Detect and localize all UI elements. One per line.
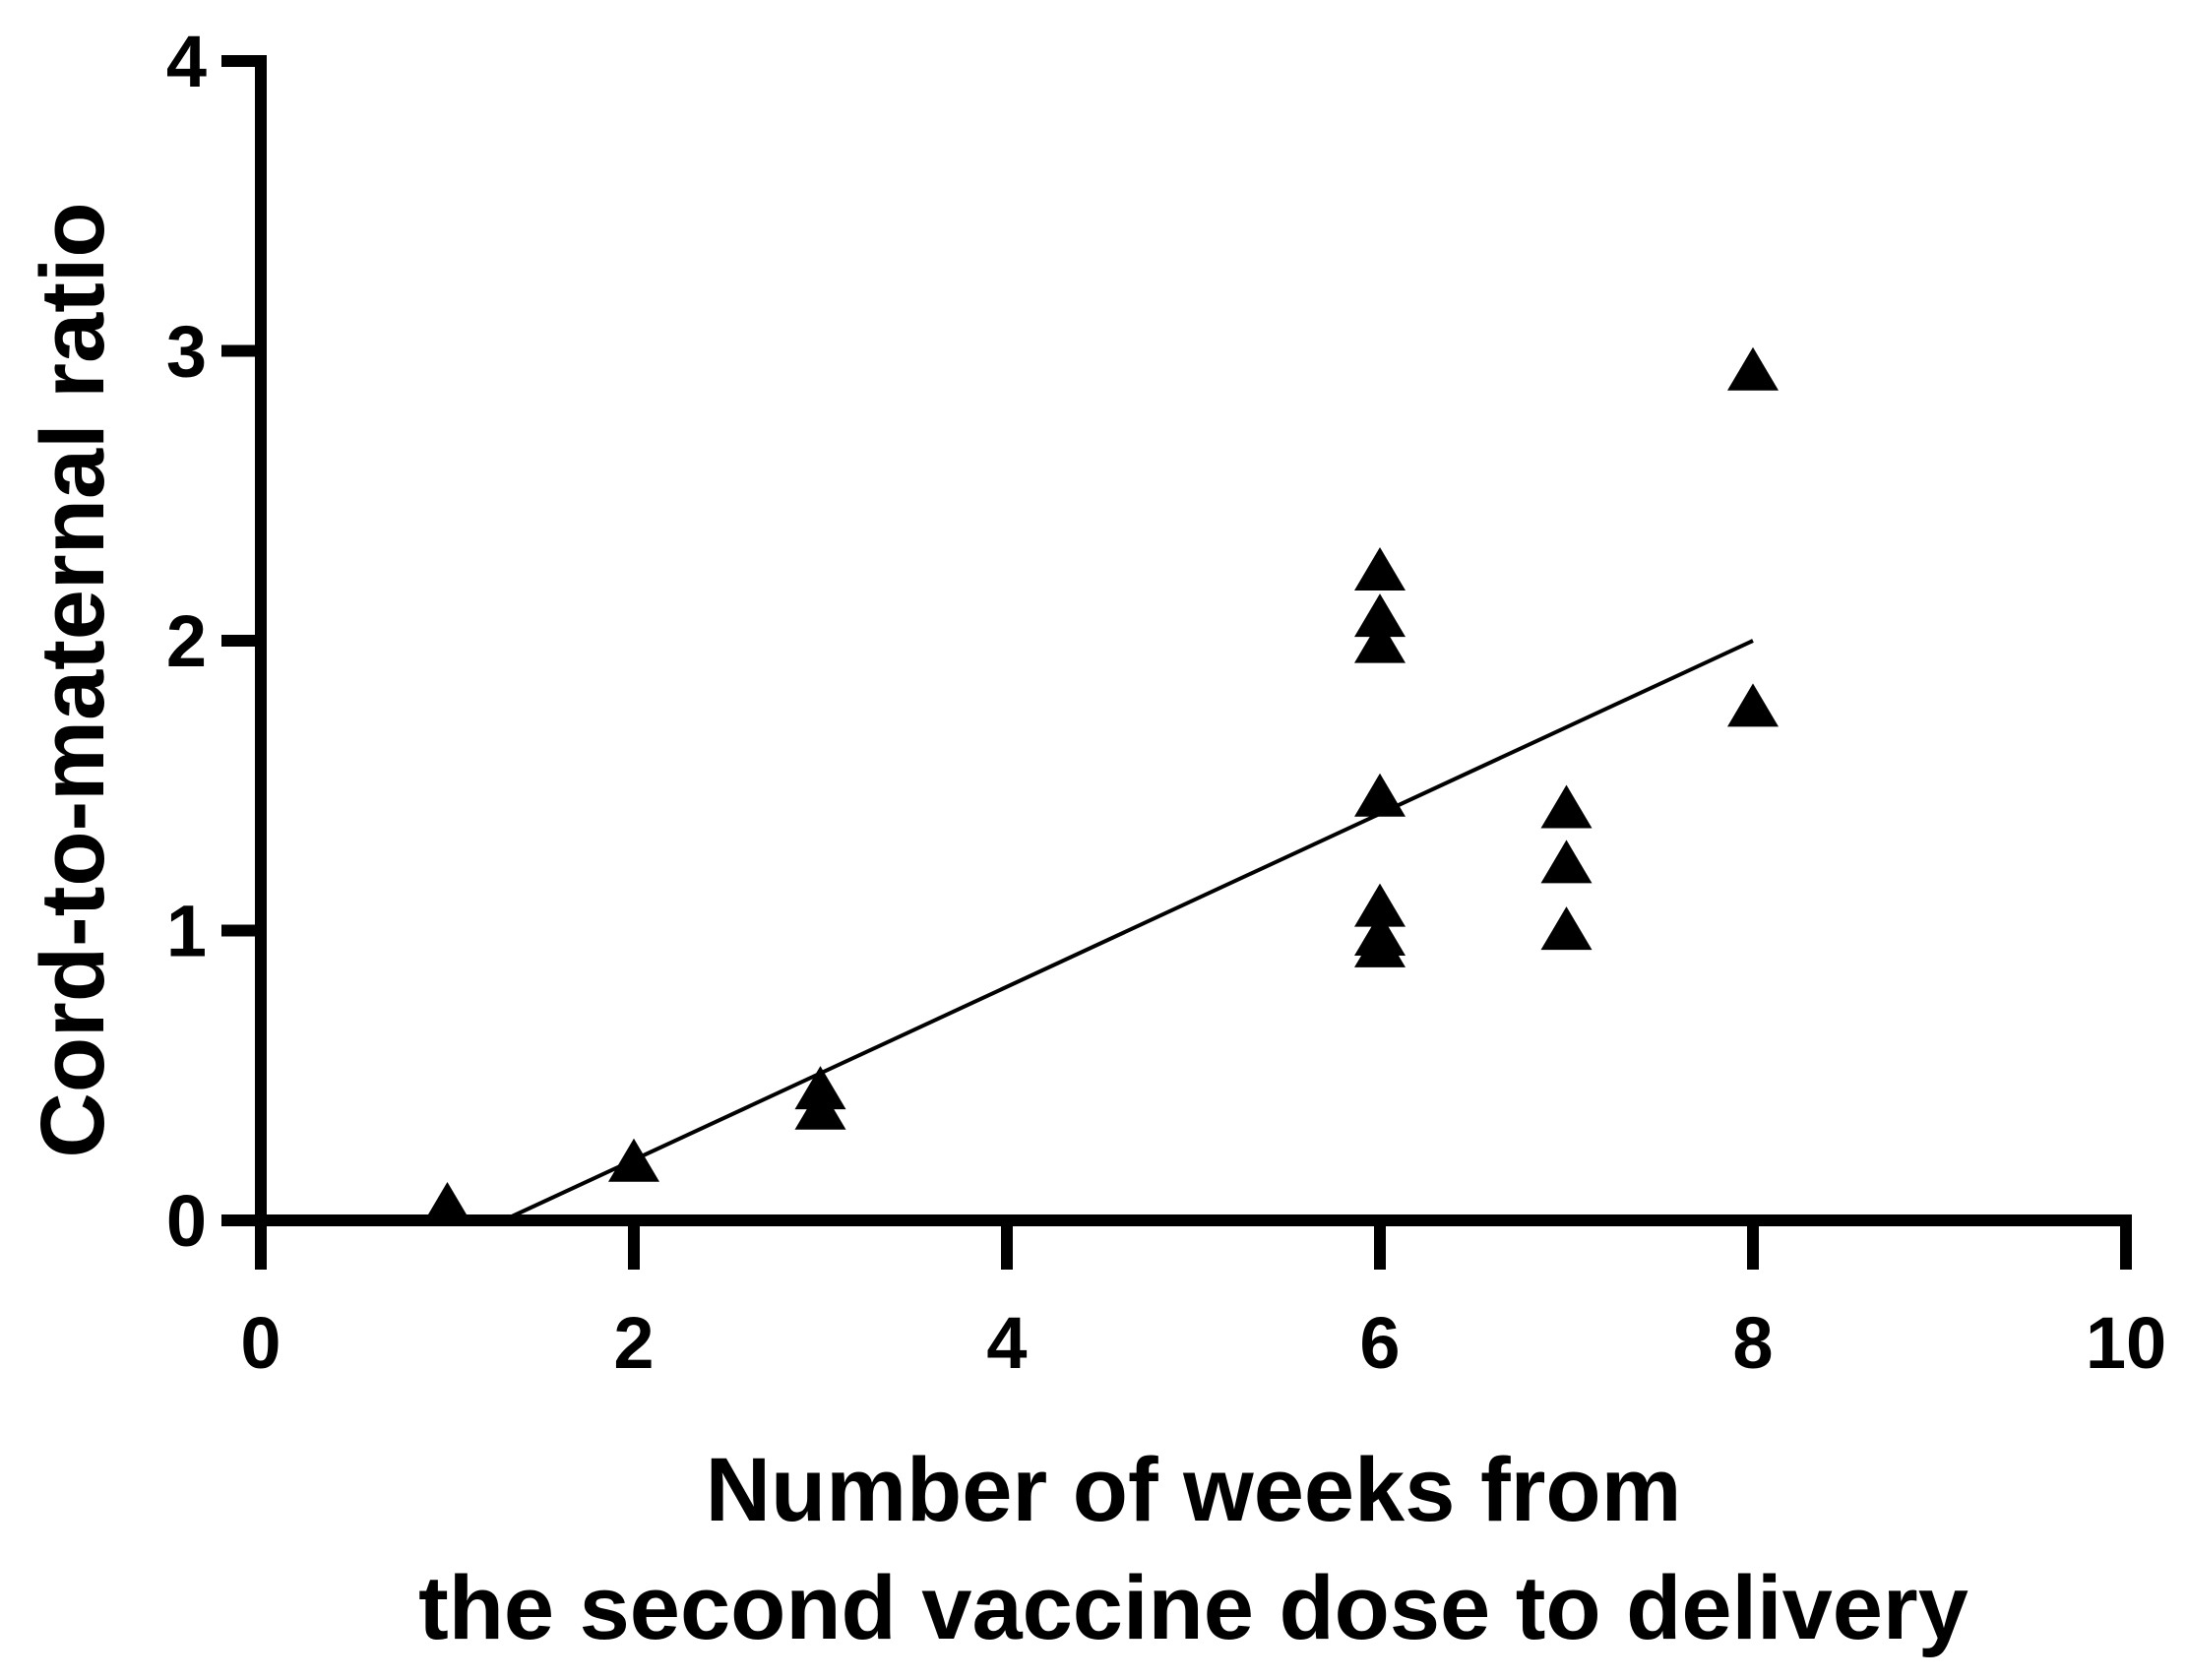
- data-point-triangle: [1354, 883, 1406, 927]
- data-point-triangle: [1540, 906, 1593, 951]
- data-point-triangle: [794, 1066, 846, 1110]
- x-tick-label: 0: [240, 1302, 281, 1384]
- data-point-triangle: [1727, 683, 1779, 727]
- y-tick-label: 4: [166, 21, 207, 102]
- data-point-triangle: [1354, 773, 1406, 817]
- data-point-triangle: [1354, 619, 1406, 663]
- data-point-triangle: [608, 1138, 659, 1182]
- data-point-triangle: [1727, 346, 1779, 391]
- data-point-triangle: [1354, 912, 1406, 957]
- y-tick-label: 3: [166, 311, 207, 393]
- data-point-triangle: [1540, 784, 1593, 829]
- data-point-triangle: [1354, 546, 1406, 591]
- x-tick-label: 10: [2086, 1302, 2166, 1384]
- data-point-triangle: [1540, 840, 1593, 884]
- x-tick-label: 8: [1732, 1302, 1773, 1384]
- y-axis-title: Cord-to-maternal ratio: [23, 202, 123, 1157]
- x-tick-label: 6: [1359, 1302, 1400, 1384]
- data-points: [421, 346, 1779, 1225]
- axes-lines: [255, 55, 2132, 1226]
- x-tick-label: 4: [986, 1302, 1027, 1384]
- data-point-triangle: [1354, 593, 1406, 638]
- y-axis-ticks: 0 1 2 3 4: [166, 21, 261, 1262]
- x-axis-title-line-1: Number of weeks from: [706, 1440, 1682, 1540]
- x-axis-title-line-2: the second vaccine dose to delivery: [418, 1558, 1968, 1658]
- data-point-triangle: [421, 1181, 473, 1225]
- y-tick-label: 1: [166, 891, 207, 972]
- x-tick-label: 2: [613, 1302, 654, 1384]
- regression-line: [502, 639, 1754, 1222]
- y-tick-label: 2: [166, 600, 207, 682]
- x-axis-ticks: 0 2 4 6 8 10: [240, 1220, 2166, 1384]
- y-tick-label: 0: [166, 1180, 207, 1262]
